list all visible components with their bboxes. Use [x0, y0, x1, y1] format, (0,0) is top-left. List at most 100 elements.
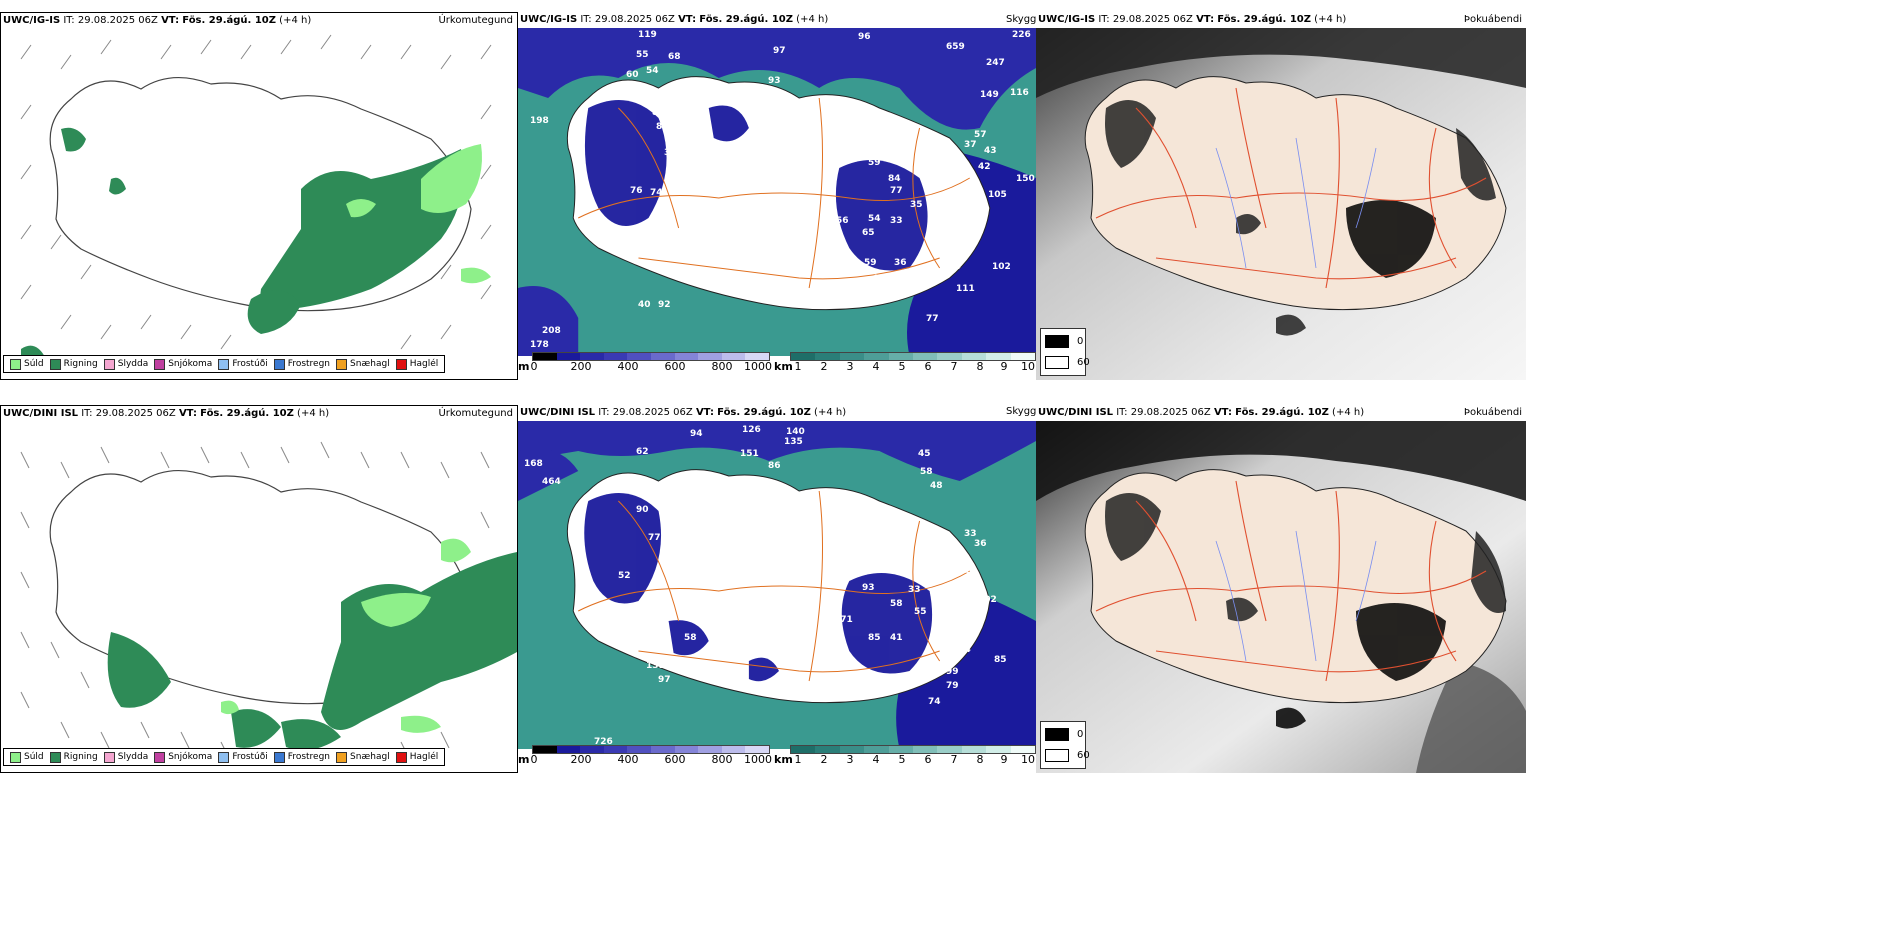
visibility-title: Skyggni: [1006, 406, 1046, 417]
legend-item: Haglél: [395, 751, 438, 763]
cloud-value-label: 97: [773, 46, 786, 56]
colorbar-tick: 1: [794, 753, 802, 766]
panel-title: Úrkomutegund: [438, 408, 513, 419]
cloud-value-label: 48: [930, 481, 943, 491]
rivers: [1215, 137, 1377, 269]
cloud-value-label: 30: [664, 148, 677, 158]
colorbar-tick: 10: [1021, 360, 1035, 373]
cloud-visibility-panel-2: UWC/DINI ISL IT: 29.08.2025 06Z VT: Fös.…: [518, 405, 1036, 773]
cloud-value-label: 59: [868, 158, 881, 168]
cloud-value-label: 135: [784, 437, 803, 447]
cloud-value-label: 659: [946, 42, 965, 52]
cloud-value-label: 67: [694, 184, 707, 194]
colorbar-tick: 7: [950, 360, 958, 373]
colorbar-unit: m: [518, 753, 530, 766]
cloud-value-label: 85: [902, 541, 915, 551]
legend-item: Snjókoma: [154, 358, 212, 370]
cloud-value-label: 111: [956, 284, 975, 294]
colorbar-tick: 10: [1021, 753, 1035, 766]
colorbar-tick: 5: [898, 753, 906, 766]
colorbar-tick: 6: [924, 360, 932, 373]
legend-item: Snjókoma: [154, 751, 212, 763]
legend-item: Slydda: [103, 358, 148, 370]
visibility-colorbar-scale: [790, 745, 1036, 754]
panel-title: Þokuábendi: [1463, 407, 1522, 418]
colorbar-tick: 8: [976, 753, 984, 766]
precip-type-legend: Súld Rigning Slydda Snjókoma Frostúði Fr…: [3, 355, 446, 373]
cloud-value-label: 168: [524, 459, 543, 469]
iceland-precip-map: [20, 441, 517, 759]
visibility-colorbar: km 1 2 3 4 5 6 7 8 9 10: [774, 745, 1036, 773]
cloud-base-map[interactable]: 119 55 68 97 96 659 226 60 54 198 53 87 …: [518, 28, 1036, 356]
colorbar-tick: 1: [794, 360, 802, 373]
cloud-value-label: 65: [862, 228, 875, 238]
cloud-value-label: 58: [890, 599, 903, 609]
cloud-value-label: 79: [946, 681, 959, 691]
fog-swatch-high: [1045, 356, 1069, 369]
cloud-value-label: 108: [698, 146, 717, 156]
cloud-value-label: 93: [768, 76, 781, 86]
fog-map[interactable]: [1036, 28, 1526, 380]
cloud-value-label: 85: [994, 655, 1007, 665]
cloud-value-label: 38: [964, 571, 977, 581]
fog-swatch-high: [1045, 749, 1069, 762]
cloud-value-label: 36: [974, 539, 987, 549]
cloud-value-label: 85: [868, 633, 881, 643]
cloud-value-label: 119: [638, 30, 657, 40]
cloud-value-label: 42: [950, 188, 963, 198]
road-network: [578, 490, 971, 682]
legend-item: Haglél: [395, 358, 438, 370]
precip-map[interactable]: [1, 29, 517, 379]
cloud-value-label: 52: [618, 571, 631, 581]
panel-header: UWC/IG-IS IT: 29.08.2025 06Z VT: Fös. 29…: [3, 15, 312, 26]
cloud-value-label: 81: [654, 501, 667, 511]
legend-item: Frostregn: [273, 358, 330, 370]
cloud-value-label: 102: [978, 595, 997, 605]
cloud-value-label: 171: [834, 615, 853, 625]
swatch: [273, 751, 285, 763]
road-network: [578, 97, 971, 289]
colorbar-tick: 800: [711, 753, 733, 766]
fog-indicator-panel-1: UWC/IG-IS IT: 29.08.2025 06Z VT: Fös. 29…: [1036, 12, 1526, 380]
swatch: [395, 358, 407, 370]
cloud-value-label: 100: [932, 545, 951, 555]
fog-map[interactable]: [1036, 421, 1526, 773]
cloud-value-label: 43: [956, 615, 969, 625]
cloud-value-label: 76: [630, 186, 643, 196]
road-network: [1095, 87, 1487, 289]
colorbar-tick: 200: [570, 360, 592, 373]
cloud-value-label: 42: [978, 162, 991, 172]
cloud-value-label: 93: [862, 583, 875, 593]
cloud-value-label: 131: [646, 661, 665, 671]
cloud-value-label: 36: [894, 258, 907, 268]
colorbar-unit: m: [518, 360, 530, 373]
cloud-value-label: 40: [966, 200, 979, 210]
legend-item: Súld: [10, 358, 44, 370]
colorbar-tick: 5: [898, 360, 906, 373]
fog-swatch-low: [1045, 335, 1069, 348]
cloud-value-label: 108: [758, 96, 777, 106]
cloud-value-label: 39: [964, 583, 977, 593]
cloud-base-map[interactable]: 94 126 140 135 151 168 464 62 98 90 81 8…: [518, 421, 1036, 749]
legend-item: Snæhagl: [336, 358, 390, 370]
cloud-base-colorbar-scale: [532, 745, 770, 754]
colorbar-tick: 400: [617, 753, 639, 766]
cloud-value-label: 105: [988, 190, 1007, 200]
panel-header: UWC/DINI ISL IT: 29.08.2025 06Z VT: Fös.…: [3, 408, 330, 419]
cloud-value-label: 97: [658, 675, 671, 685]
cloud-value-label: 45: [918, 449, 931, 459]
legend-item: Súld: [10, 751, 44, 763]
swatch: [103, 751, 115, 763]
rivers: [1215, 530, 1377, 662]
cloud-value-label: 37: [964, 140, 977, 150]
cloud-value-label: 131: [634, 643, 653, 653]
road-network: [1095, 480, 1487, 682]
cloud-value-label: 726: [594, 737, 613, 747]
cloud-value-label: 48: [872, 274, 885, 284]
colorbar-unit: km: [774, 753, 793, 766]
cloud-value-label: 74: [928, 697, 941, 707]
cloud-value-label: 149: [980, 90, 999, 100]
cloud-value-label: 41: [958, 162, 971, 172]
cloud-value-label: 126: [742, 425, 761, 435]
precip-map[interactable]: [1, 422, 517, 772]
